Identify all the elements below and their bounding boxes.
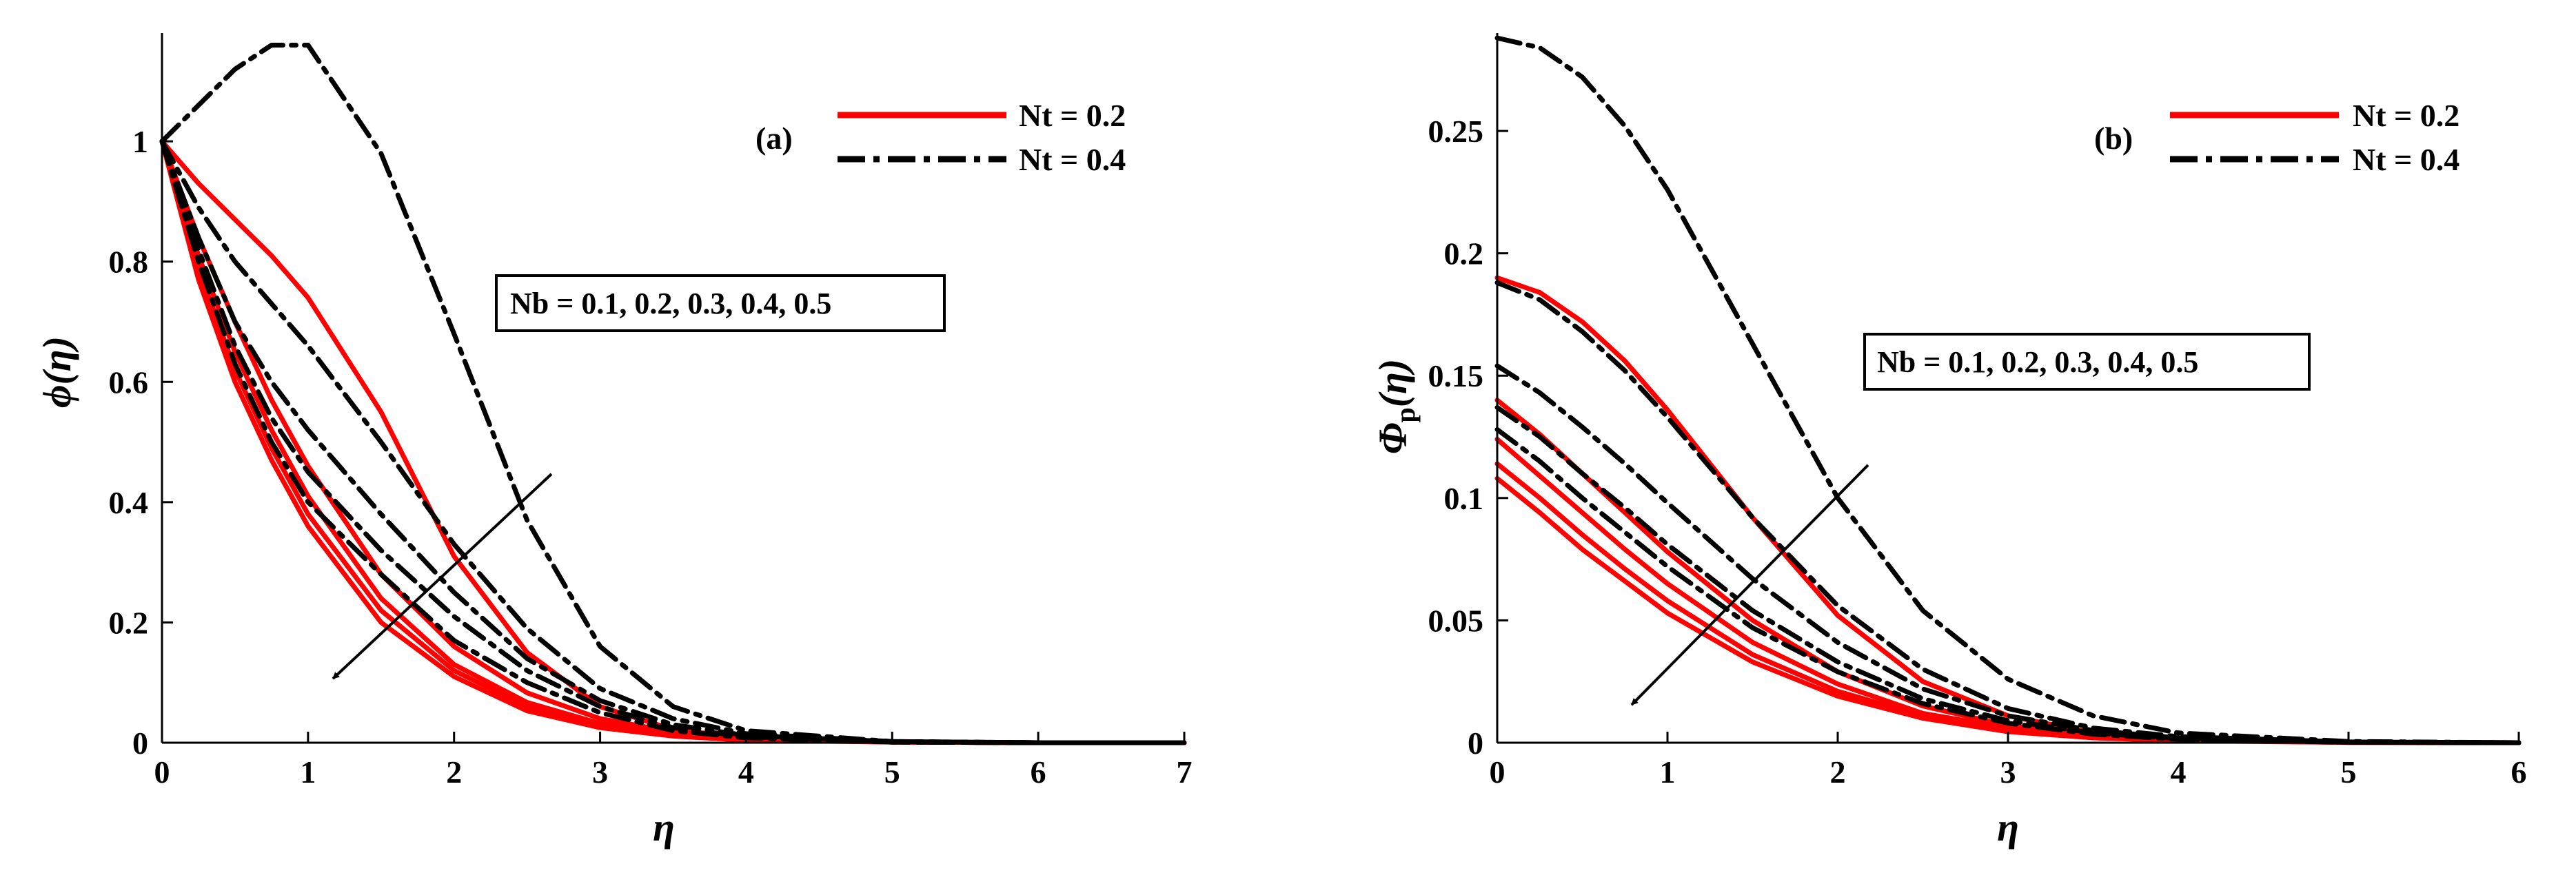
- panel-b-x-tick-label: 4: [2171, 754, 2187, 790]
- panel-a: 0 1 2 3 4 5 6 7 0 0.2 0.4 0.6 0.8 1 η ϕ(η) (a) Nt = …: [34, 33, 1193, 850]
- panel-a-y-tick-label: 0.6: [109, 364, 149, 400]
- panel-a-x-tick-label: 6: [1031, 754, 1046, 790]
- panel-a-x-tick-label: 3: [592, 754, 608, 790]
- panel-b-legend-label-nt-0-4: Nt = 0.4: [2353, 142, 2460, 177]
- panel-a-nb-arrow: [332, 473, 553, 680]
- panel-b-series-line-7: [1494, 280, 2522, 745]
- panel-a-annotation: Nb = 0.1, 0.2, 0.3, 0.4, 0.5: [495, 274, 946, 332]
- panel-a-x-tick-label: 0: [154, 754, 170, 790]
- panel-a-x-tick-label: 1: [300, 754, 316, 790]
- panel-b-legend: Nt = 0.2 Nt = 0.4: [2170, 98, 2460, 177]
- panel-b-annotation-box: [1863, 333, 2311, 391]
- panel-a-axes: [161, 33, 1184, 744]
- panel-a-x-tick-label: 2: [446, 754, 462, 790]
- panel-a-series-line-10: [159, 138, 1187, 745]
- panel-b-y-tick-label: 0.05: [1428, 603, 1484, 638]
- panel-b-x-axis-title: η: [1997, 805, 2019, 850]
- panel-a-x-tick-label: 5: [884, 754, 900, 790]
- panel-a-curves: [159, 43, 1187, 745]
- panel-a-legend-label-nt-0-4: Nt = 0.4: [1019, 142, 1126, 177]
- panel-a-x-axis-title: η: [653, 805, 675, 850]
- panel-a-annotation-text: Nb = 0.1, 0.2, 0.3, 0.4, 0.5: [510, 287, 831, 320]
- panel-b-annotation: Nb = 0.1, 0.2, 0.3, 0.4, 0.5: [1863, 333, 2311, 391]
- panel-b-label: (b): [2094, 121, 2133, 156]
- panel-b-y-tick-label: 0: [1468, 725, 1483, 761]
- panel-b-x-tick-label: 0: [1490, 754, 1505, 790]
- panel-a-legend-label-nt-0-2: Nt = 0.2: [1019, 98, 1126, 133]
- panel-a-y-tick-label: 0.4: [109, 485, 149, 520]
- panel-a-y-tick-label: 0.8: [109, 245, 149, 280]
- panel-b-y-tick-label: 0.25: [1428, 114, 1484, 149]
- panel-b-x-tick-label: 6: [2511, 754, 2527, 790]
- panel-a-y-tick-label: 0.2: [109, 605, 149, 640]
- panel-a-y-axis-title: ϕ(η): [34, 336, 79, 408]
- panel-b-y-tick-label: 0.2: [1444, 236, 1484, 271]
- panel-b-x-tick-label: 1: [1660, 754, 1676, 790]
- panel-a-series-line-9: [159, 138, 1187, 745]
- panel-b-x-tick-label: 5: [2341, 754, 2357, 790]
- panel-b-legend-label-nt-0-2: Nt = 0.2: [2353, 98, 2460, 133]
- panel-a-x-tick-label: 7: [1177, 754, 1193, 790]
- panel-a-x-ticks: 0 1 2 3 4 5 6 7: [154, 732, 1193, 790]
- panel-b-y-tick-label: 0.15: [1428, 358, 1484, 393]
- panel-b-x-tick-label: 3: [2000, 754, 2016, 790]
- panel-a-y-tick-label: 1: [132, 124, 148, 159]
- panel-a-legend: Nt = 0.2 Nt = 0.4: [838, 98, 1126, 177]
- panel-a-x-tick-label: 4: [738, 754, 754, 790]
- panel-b-y-axis-title: Φp(η): [1370, 359, 1421, 454]
- panel-b-y-ticks: 0 0.05 0.1 0.15 0.2 0.25: [1428, 114, 1508, 761]
- panel-a-label: (a): [755, 121, 793, 156]
- panel-a-y-tick-label: 0: [132, 725, 148, 761]
- panel-b-annotation-text: Nb = 0.1, 0.2, 0.3, 0.4, 0.5: [1877, 345, 2198, 379]
- panel-a-y-ticks: 0 0.2 0.4 0.6 0.8 1: [109, 124, 173, 761]
- panel-a-annotation-box: [495, 274, 946, 332]
- panel-b-y-tick-label: 0.1: [1444, 481, 1484, 516]
- panel-b-x-ticks: 0 1 2 3 4 5 6: [1490, 732, 2527, 790]
- panel-b-x-tick-label: 2: [1830, 754, 1846, 790]
- panel-a-series-line-8: [159, 138, 1187, 745]
- panel-a-series-line-7: [159, 138, 1187, 745]
- panel-b-nb-arrow: [1630, 464, 1869, 706]
- panel-a-series-line-6: [159, 43, 1187, 745]
